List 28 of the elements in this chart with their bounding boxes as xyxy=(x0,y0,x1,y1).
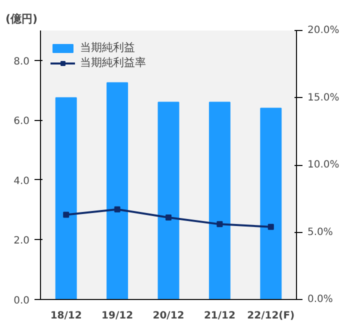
y-axis-title: (億円) xyxy=(6,12,38,26)
y-tick-label: 2.0 xyxy=(14,236,30,247)
x-tick-label: 20/12 xyxy=(152,310,184,322)
point xyxy=(216,221,223,228)
x-tick-label: 18/12 xyxy=(50,310,82,322)
y-tick-label: 4.0 xyxy=(14,176,30,187)
point xyxy=(63,212,70,218)
x-tick-label: 21/12 xyxy=(204,310,236,322)
y2-tick-label: 20.0% xyxy=(308,25,340,36)
bar xyxy=(208,102,230,300)
point xyxy=(268,224,274,230)
y2-tick-label: 5.0% xyxy=(308,226,333,238)
bar xyxy=(55,97,77,300)
y2-tick-label: 15.0% xyxy=(308,92,340,104)
y2-tick-label: 10.0% xyxy=(308,160,340,170)
bar xyxy=(260,108,282,300)
y2-tick-label: 0.0% xyxy=(308,294,333,305)
point xyxy=(114,206,120,212)
y-tick-label: 0.0 xyxy=(14,296,30,306)
y-tick-label: 8.0 xyxy=(14,56,30,68)
x-tick-label: 22/12(F) xyxy=(247,310,295,322)
legend-label: 当期純利益 xyxy=(80,40,135,55)
legend-label: 当期純利益率 xyxy=(80,55,146,70)
bar xyxy=(106,82,128,300)
x-tick-label: 19/12 xyxy=(102,310,134,322)
point xyxy=(166,214,172,220)
bar xyxy=(158,102,180,300)
y-tick-label: 6.0 xyxy=(14,116,30,128)
